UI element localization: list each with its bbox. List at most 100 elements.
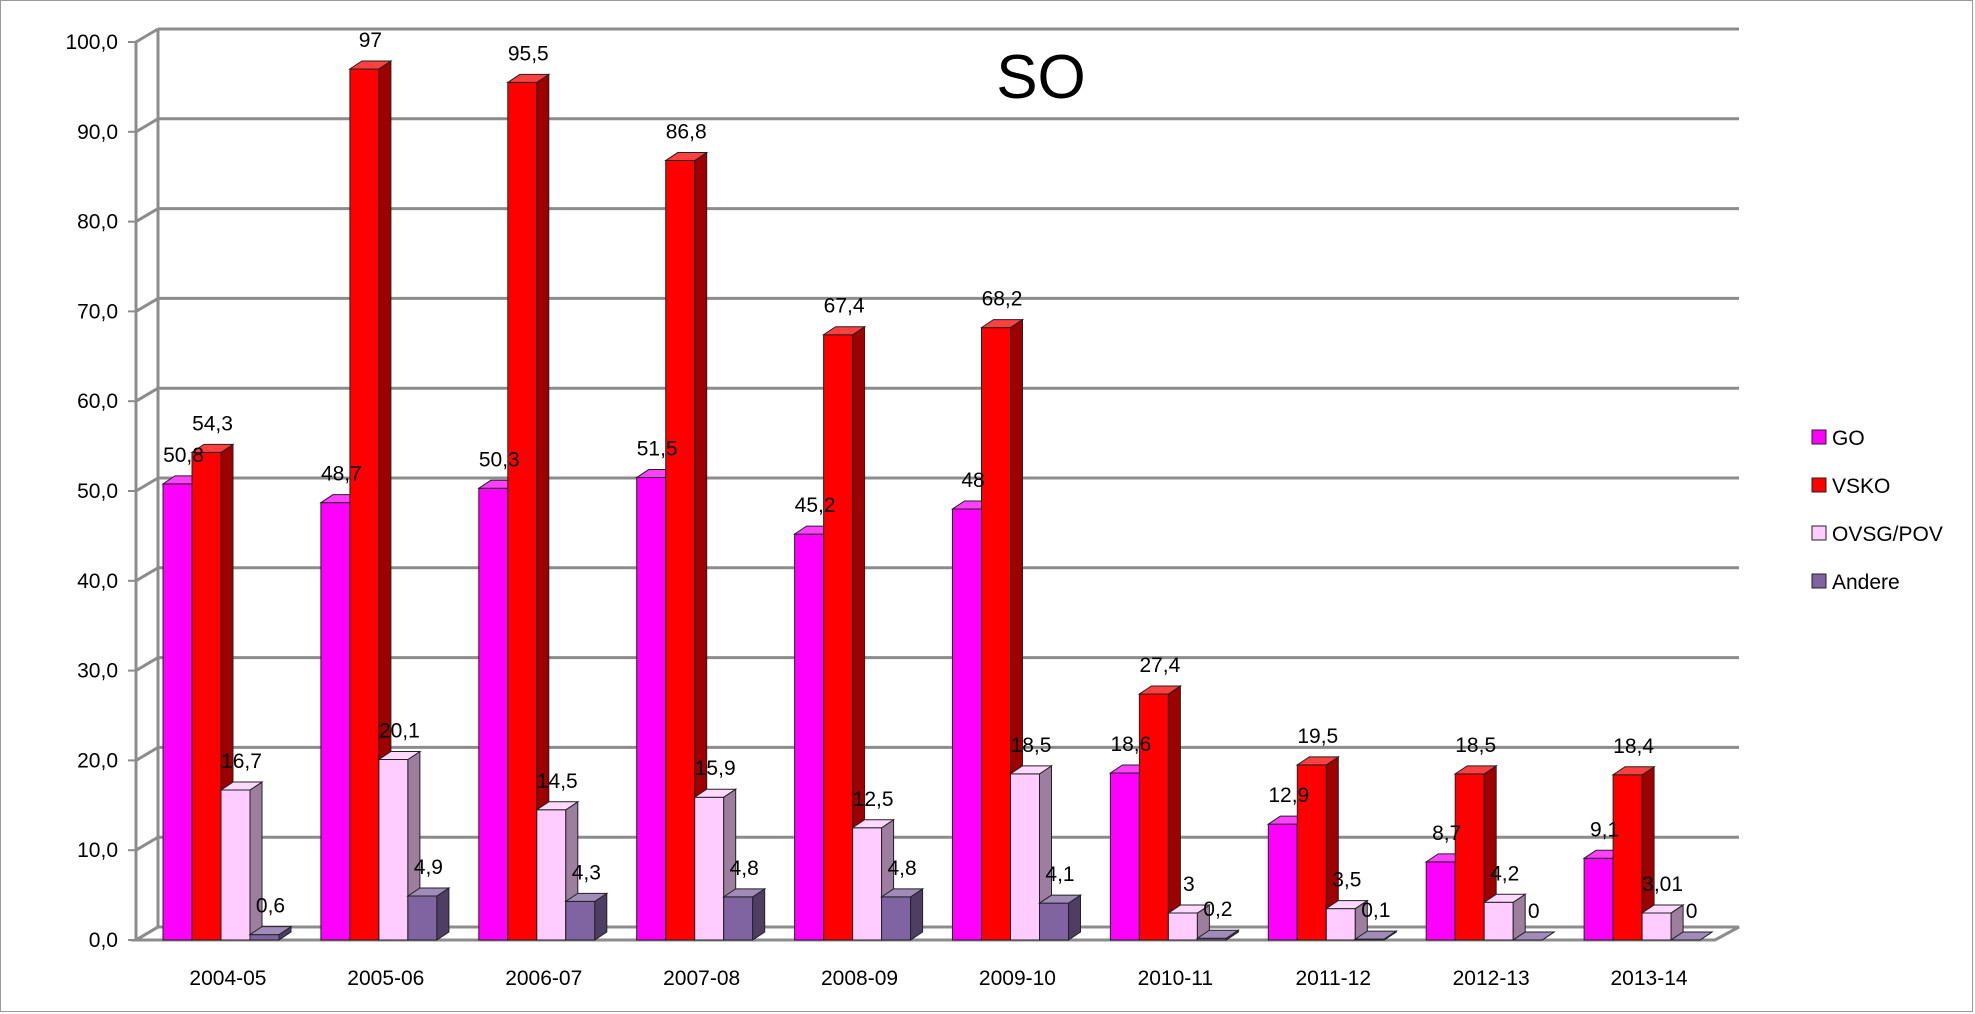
value-label-ovsg-pov: 20,1 bbox=[379, 720, 420, 743]
y-tick-label: 80,0 bbox=[77, 211, 118, 234]
bar-andere bbox=[1353, 930, 1398, 941]
value-labels: 50,8 54,3 16,7 0,6 48,7 97 20,1 4,9 50,3 95,5 14,5… bbox=[163, 29, 1697, 923]
category-label: 2005-06 bbox=[347, 967, 424, 990]
bar-ovsg-pov bbox=[1640, 904, 1685, 941]
legend-label-ovsg-pov: OVSG/POV bbox=[1832, 523, 1943, 546]
bar-ovsg-pov bbox=[1482, 893, 1527, 941]
category-labels: 2004-05 2005-06 2006-07 2007-08 2008-09 2009-… bbox=[189, 967, 1687, 990]
value-label-go: 48 bbox=[961, 469, 984, 492]
value-label-andere: 4,9 bbox=[414, 856, 443, 879]
category-label: 2004-05 bbox=[189, 967, 266, 990]
category-label: 2007-08 bbox=[663, 967, 740, 990]
bar-vsko bbox=[1611, 765, 1656, 941]
value-label-ovsg-pov: 14,5 bbox=[537, 770, 578, 793]
bar-andere bbox=[1511, 931, 1556, 941]
gridline-side bbox=[135, 566, 159, 583]
value-label-andere: 0 bbox=[1528, 900, 1540, 923]
legend-label-vsko: VSKO bbox=[1832, 475, 1890, 498]
y-tick-label: 30,0 bbox=[77, 660, 118, 683]
bar-andere bbox=[564, 892, 609, 941]
bar-andere bbox=[879, 887, 925, 941]
legend-swatch-go bbox=[1811, 429, 1827, 445]
y-tick-label: 0,0 bbox=[89, 929, 118, 952]
value-label-vsko: 86,8 bbox=[666, 121, 707, 144]
value-label-andere: 4,8 bbox=[730, 857, 759, 880]
gridline-side bbox=[135, 476, 159, 493]
value-label-go: 18,6 bbox=[1110, 733, 1151, 756]
value-label-vsko: 19,5 bbox=[1297, 725, 1338, 748]
value-label-ovsg-pov: 18,5 bbox=[1011, 734, 1052, 757]
gridline-side bbox=[135, 835, 159, 852]
gridline-side bbox=[135, 297, 159, 313]
value-label-andere: 0,2 bbox=[1203, 898, 1232, 921]
category-label: 2008-09 bbox=[821, 967, 898, 990]
value-label-andere: 0 bbox=[1686, 900, 1698, 923]
value-label-andere: 4,8 bbox=[887, 857, 916, 880]
y-tick-labels: 0,0 10,0 20,0 30,0 40,0 50,0 60,0 70,0 80,0 90,0 1… bbox=[65, 31, 118, 952]
chart-title: SO bbox=[996, 43, 1086, 112]
value-label-andere: 4,1 bbox=[1045, 863, 1074, 886]
bar-andere bbox=[1195, 929, 1241, 941]
bar-andere bbox=[1669, 931, 1714, 941]
gridline-side bbox=[135, 386, 159, 403]
value-label-go: 48,7 bbox=[321, 463, 362, 486]
bar-vsko bbox=[506, 73, 551, 941]
y-tick-label: 20,0 bbox=[77, 749, 118, 772]
value-label-go: 51,5 bbox=[637, 438, 678, 461]
value-label-andere: 4,3 bbox=[572, 861, 601, 884]
value-label-vsko: 27,4 bbox=[1139, 654, 1180, 677]
bar-ovsg-pov bbox=[1008, 764, 1054, 941]
gridline-side bbox=[135, 746, 159, 762]
bar-vsko bbox=[1137, 685, 1183, 941]
legend-label-go: GO bbox=[1832, 427, 1865, 450]
bar-ovsg-pov bbox=[850, 818, 896, 941]
value-label-vsko: 95,5 bbox=[508, 42, 549, 65]
value-label-andere: 0,6 bbox=[256, 895, 285, 918]
gridline-side bbox=[135, 117, 159, 134]
value-label-vsko: 67,4 bbox=[824, 295, 865, 318]
value-label-ovsg-pov: 15,9 bbox=[695, 757, 736, 780]
bar-andere bbox=[406, 887, 451, 941]
gridline-side bbox=[135, 656, 159, 672]
value-label-go: 50,3 bbox=[479, 448, 520, 471]
value-label-vsko: 97 bbox=[359, 29, 382, 52]
gridline-side bbox=[135, 27, 159, 44]
bar-ovsg-pov bbox=[219, 781, 264, 941]
y-tick-label: 90,0 bbox=[77, 121, 118, 144]
category-label: 2012-13 bbox=[1453, 967, 1530, 990]
y-tick-label: 40,0 bbox=[77, 570, 118, 593]
bar-ovsg-pov bbox=[1166, 904, 1212, 941]
value-label-go: 9,1 bbox=[1590, 818, 1619, 841]
value-label-ovsg-pov: 4,2 bbox=[1490, 862, 1519, 885]
bar-ovsg-pov bbox=[1324, 899, 1369, 941]
bar-vsko bbox=[1295, 755, 1340, 941]
bar-vsko bbox=[348, 60, 393, 941]
y-tick-label: 50,0 bbox=[77, 480, 118, 503]
gridline-side bbox=[135, 207, 159, 223]
value-label-vsko: 54,3 bbox=[192, 412, 233, 435]
value-label-ovsg-pov: 3 bbox=[1183, 873, 1195, 896]
legend: GO VSKO OVSG/POV Andere bbox=[1811, 427, 1943, 594]
legend-swatch-vsko bbox=[1811, 477, 1827, 493]
bar-vsko bbox=[664, 151, 709, 941]
legend-swatch-ovsg-pov bbox=[1811, 525, 1827, 541]
value-label-go: 45,2 bbox=[795, 494, 836, 517]
value-label-go: 50,8 bbox=[163, 444, 204, 467]
bar-andere bbox=[1037, 894, 1083, 941]
value-label-vsko: 18,5 bbox=[1455, 734, 1496, 757]
y-tick-label: 100,0 bbox=[65, 31, 118, 54]
value-label-ovsg-pov: 3,01 bbox=[1642, 873, 1683, 896]
category-label: 2009-10 bbox=[979, 967, 1056, 990]
bars bbox=[161, 60, 1714, 941]
value-label-vsko: 68,2 bbox=[982, 288, 1023, 311]
value-label-ovsg-pov: 3,5 bbox=[1332, 869, 1361, 892]
category-label: 2011-12 bbox=[1295, 967, 1371, 990]
value-label-go: 8,7 bbox=[1432, 822, 1461, 845]
bar-andere bbox=[722, 887, 767, 941]
legend-label-andere: Andere bbox=[1832, 571, 1900, 594]
legend-swatch-andere bbox=[1811, 573, 1827, 589]
category-label: 2010-11 bbox=[1138, 967, 1214, 990]
value-label-go: 12,9 bbox=[1268, 784, 1309, 807]
